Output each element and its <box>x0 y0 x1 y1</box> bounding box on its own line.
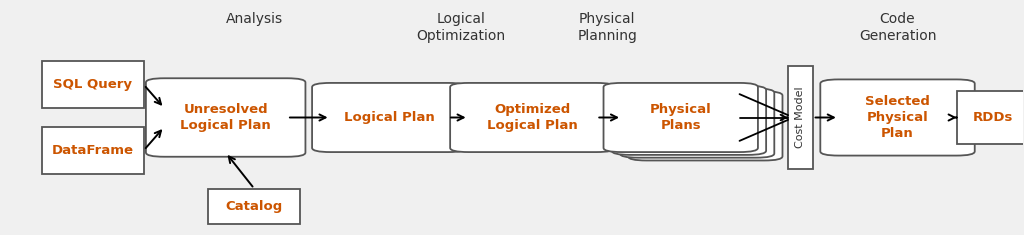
FancyBboxPatch shape <box>956 91 1024 144</box>
FancyBboxPatch shape <box>312 83 467 152</box>
FancyBboxPatch shape <box>820 79 975 156</box>
Text: Code
Generation: Code Generation <box>859 12 936 43</box>
FancyBboxPatch shape <box>208 189 300 224</box>
Text: Physical
Plans: Physical Plans <box>650 103 712 132</box>
FancyBboxPatch shape <box>620 89 774 158</box>
FancyBboxPatch shape <box>628 91 782 161</box>
Text: Analysis: Analysis <box>225 12 283 26</box>
Text: DataFrame: DataFrame <box>52 144 134 157</box>
Text: Logical Plan: Logical Plan <box>344 111 434 124</box>
FancyBboxPatch shape <box>451 83 614 152</box>
Text: Logical
Optimization: Logical Optimization <box>417 12 506 43</box>
FancyBboxPatch shape <box>145 78 305 157</box>
FancyBboxPatch shape <box>611 86 766 155</box>
Text: Optimized
Logical Plan: Optimized Logical Plan <box>487 103 578 132</box>
Text: Physical
Planning: Physical Planning <box>578 12 637 43</box>
Text: RDDs: RDDs <box>973 111 1013 124</box>
Text: Selected
Physical
Plan: Selected Physical Plan <box>865 95 930 140</box>
Text: Catalog: Catalog <box>225 200 283 213</box>
Text: Cost Model: Cost Model <box>796 87 806 148</box>
Text: SQL Query: SQL Query <box>53 78 132 91</box>
FancyBboxPatch shape <box>603 83 758 152</box>
FancyBboxPatch shape <box>42 61 143 108</box>
Text: Unresolved
Logical Plan: Unresolved Logical Plan <box>180 103 271 132</box>
FancyBboxPatch shape <box>788 66 813 169</box>
FancyBboxPatch shape <box>42 127 143 174</box>
